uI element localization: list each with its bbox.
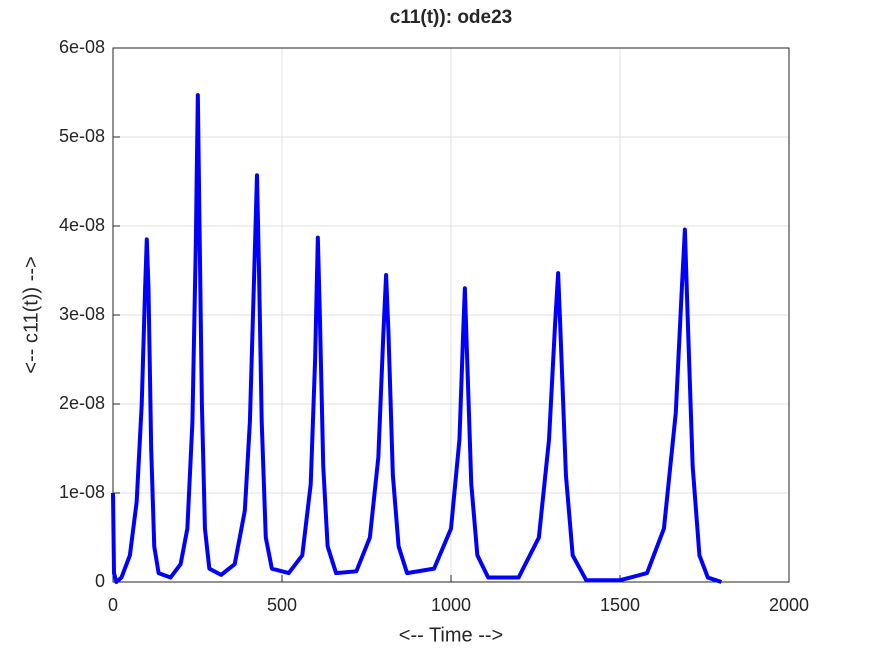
y-tick-label: 4e-08 <box>59 215 105 235</box>
plot-frame <box>112 47 790 583</box>
x-tick-label: 1500 <box>600 595 640 615</box>
y-tick-label: 1e-08 <box>59 482 105 502</box>
data-line <box>111 93 723 584</box>
y-tick-label: 5e-08 <box>59 126 105 146</box>
x-tick-label: 1000 <box>431 595 471 615</box>
y-axis-label: <-- c11(t)) --> <box>20 256 42 373</box>
chart-title: c11(t)): ode23 <box>390 7 512 28</box>
x-tick-label: 2000 <box>769 595 809 615</box>
y-tick-label: 0 <box>95 571 105 591</box>
y-tick-label: 2e-08 <box>59 393 105 413</box>
x-tick-label: 500 <box>267 595 297 615</box>
x-axis-label: <-- Time --> <box>399 624 503 646</box>
y-tick-label: 6e-08 <box>59 37 105 57</box>
x-tick-label: 0 <box>108 595 118 615</box>
y-tick-label: 3e-08 <box>59 304 105 324</box>
